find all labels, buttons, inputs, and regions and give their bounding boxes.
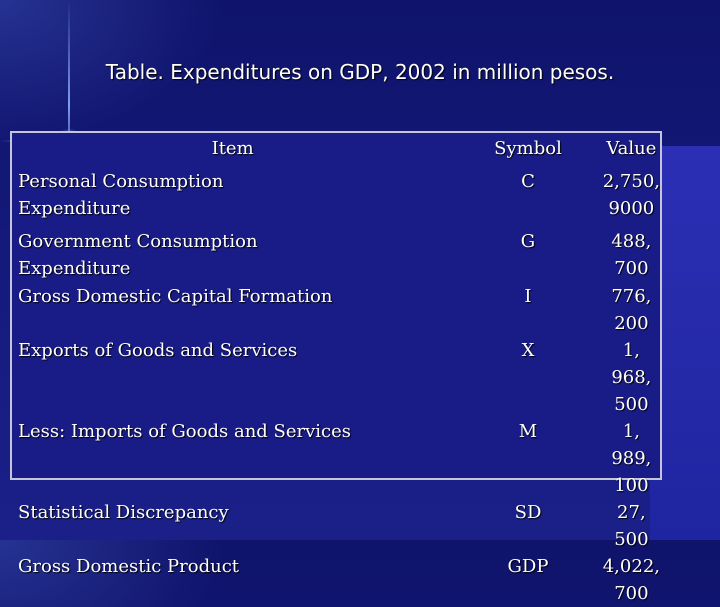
expenditures-table: Item Symbol Value Personal Consumption E… [12,133,660,607]
table-row: Statistical Discrepancy SD 27, 500 [12,499,660,553]
header-item: Item [211,138,254,159]
row-value: 27, 500 [614,502,649,550]
slide-title: Table. Expenditures on GDP, 2002 in mill… [105,60,615,84]
row-symbol: G [520,231,536,252]
table-header-row: Item Symbol Value [12,133,660,168]
row-symbol: I [524,286,532,307]
row-value: 1, 968, 500 [611,340,652,415]
table-row: Personal Consumption Expenditure C 2,750… [12,168,660,228]
row-value: 1, 989, 100 [611,421,652,496]
row-symbol: GDP [507,556,549,577]
table-row: Exports of Goods and Services X 1, 968, … [12,337,660,418]
row-item: Statistical Discrepancy [18,502,229,523]
table-row: Less: Imports of Goods and Services M 1,… [12,418,660,499]
row-value: 2,750, 9000 [602,171,660,219]
row-value: 776, 200 [611,286,652,334]
table-frame [10,131,662,480]
row-symbol: X [521,340,535,361]
header-value: Value [606,138,657,159]
row-symbol: SD [514,502,542,523]
row-symbol: C [521,171,535,192]
row-item: Gross Domestic Product [18,556,240,577]
row-item: Government Consumption Expenditure [18,231,258,279]
row-value: 488, 700 [611,231,652,279]
table-row: Gross Domestic Capital Formation I 776, … [12,283,660,337]
row-item: Gross Domestic Capital Formation [18,286,333,307]
row-item: Less: Imports of Goods and Services [18,421,352,442]
row-value: 4,022, 700 [602,556,660,604]
table-row: Government Consumption Expenditure G 488… [12,228,660,283]
header-symbol: Symbol [494,138,562,159]
row-item: Exports of Goods and Services [18,340,298,361]
table-row: Gross Domestic Product GDP 4,022, 700 [12,553,660,607]
row-item: Personal Consumption Expenditure [18,171,224,219]
decorative-vertical-line [68,0,70,175]
row-symbol: M [518,421,538,442]
